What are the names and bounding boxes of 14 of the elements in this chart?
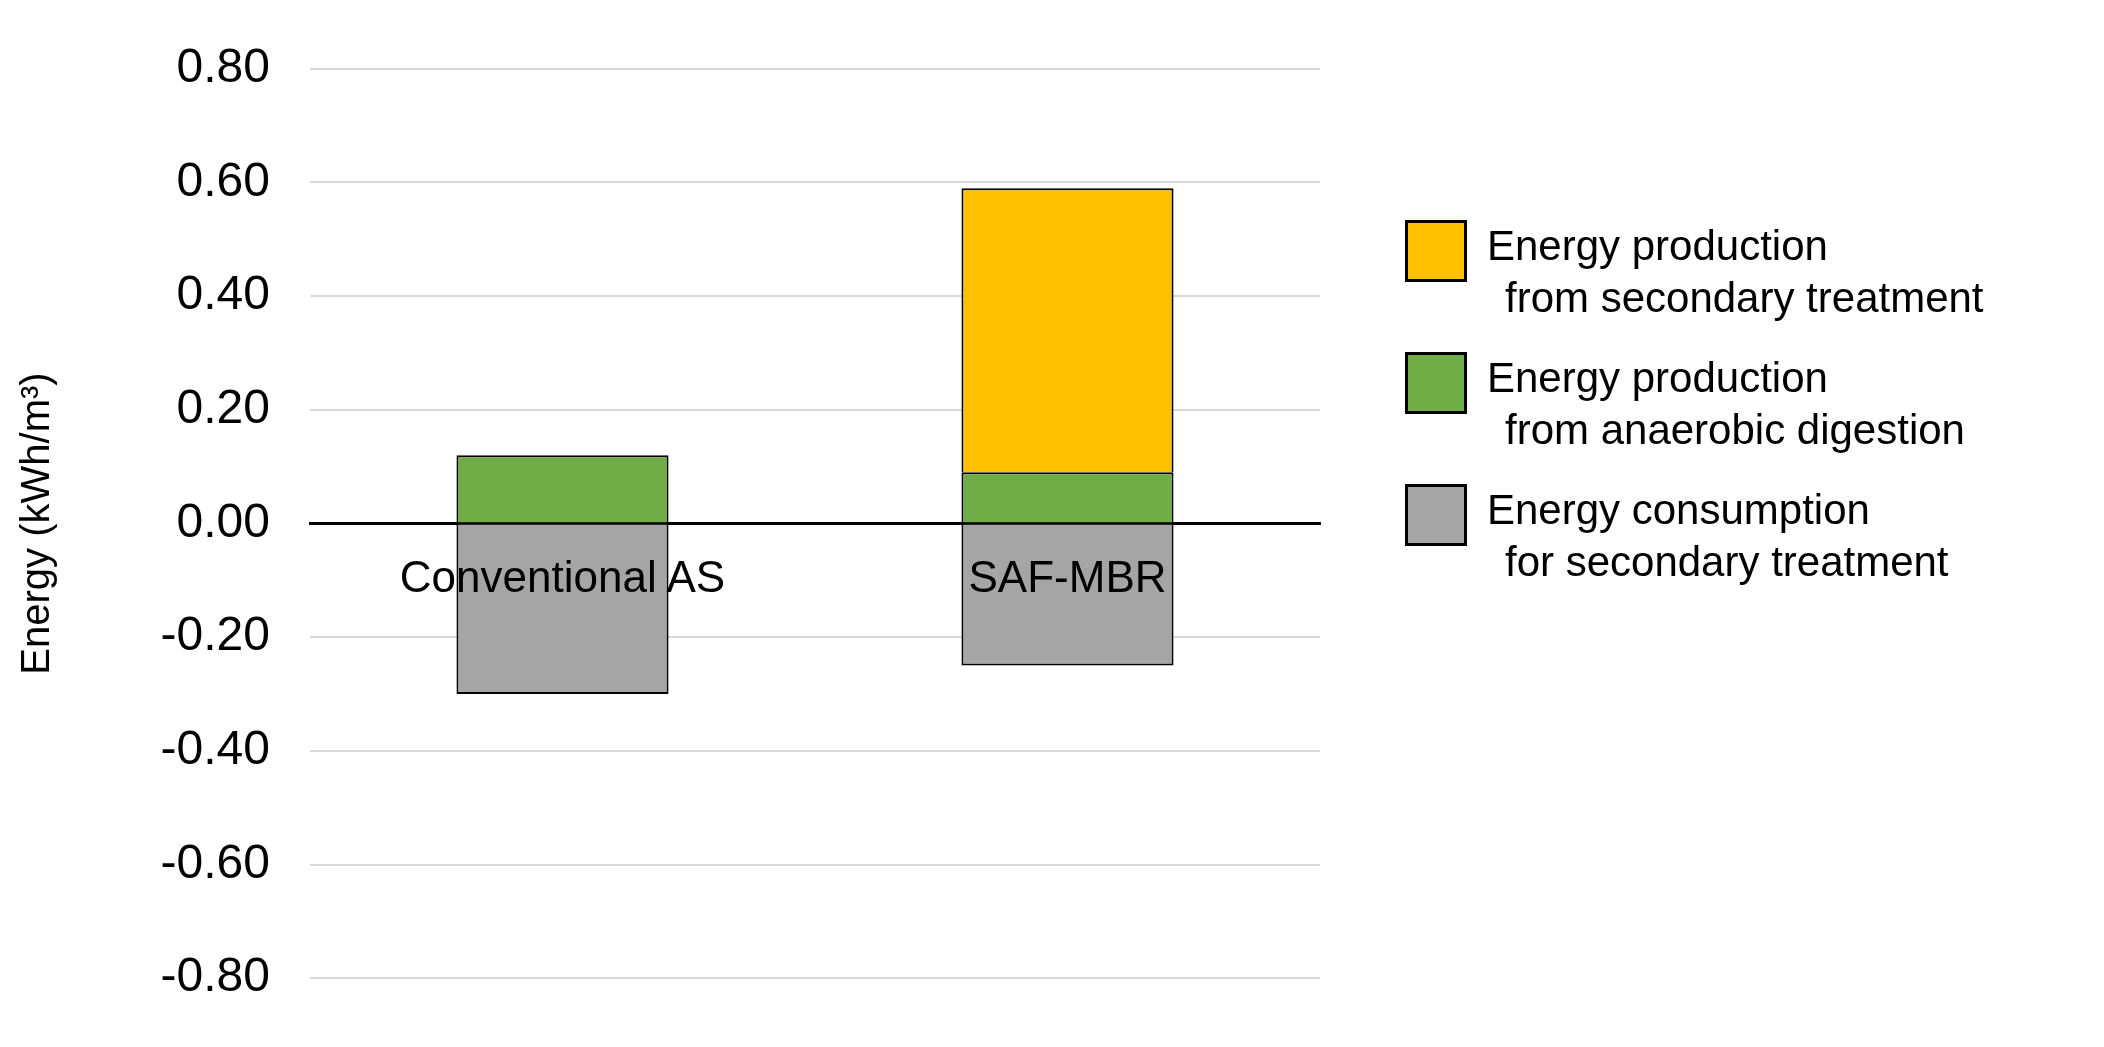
legend-label: Energy consumption for secondary treatment xyxy=(1487,485,1950,587)
y-tick-label: 0.20 xyxy=(176,380,270,434)
y-tick-label: -0.20 xyxy=(160,607,270,661)
y-tick-label: -0.40 xyxy=(160,721,270,775)
y-tick-label: -0.60 xyxy=(160,834,270,888)
x-tick-label: SAF-MBR xyxy=(968,552,1167,602)
y-tick-label: 0.60 xyxy=(176,152,270,206)
y-axis-title: Energy (kWh/m³) xyxy=(13,372,58,675)
legend-label: Energy production from secondary treatment xyxy=(1487,221,1985,323)
y-tick-label: -0.80 xyxy=(160,948,270,1002)
y-tick-label: 0.80 xyxy=(176,39,270,93)
y-tick-label: 0.40 xyxy=(176,266,270,320)
y-tick-label: 0.00 xyxy=(176,493,270,547)
legend-label: Energy production from anaerobic digestion xyxy=(1487,353,1966,455)
